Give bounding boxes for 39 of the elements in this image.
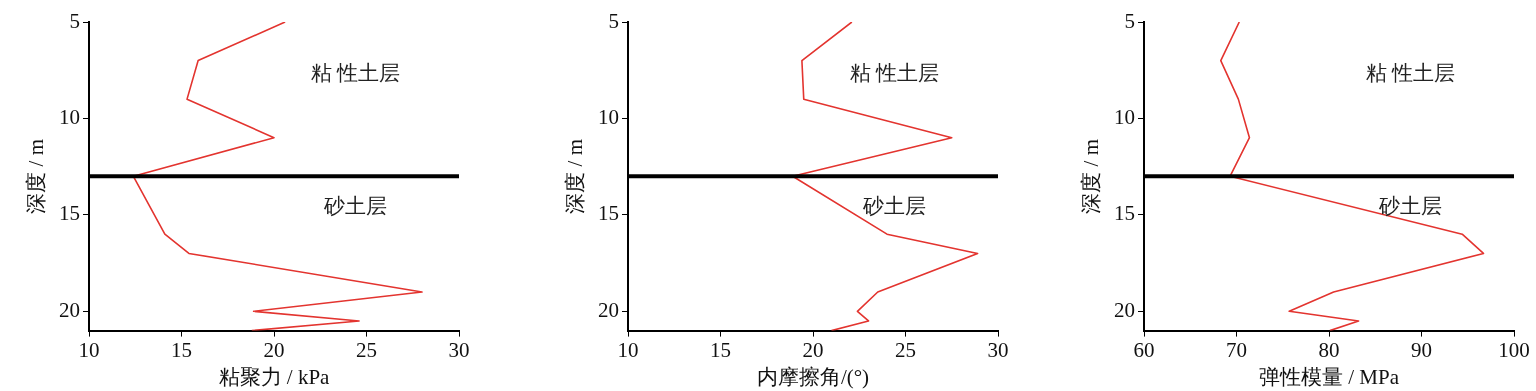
y-tick-label: 5 bbox=[608, 8, 619, 33]
x-tick-label: 70 bbox=[1226, 337, 1247, 362]
x-tick-label: 90 bbox=[1411, 337, 1432, 362]
y-tick-label: 15 bbox=[1114, 201, 1135, 226]
y-tick-label: 20 bbox=[59, 297, 80, 322]
y-tick-label: 20 bbox=[1114, 297, 1135, 322]
y-tick-label: 10 bbox=[59, 104, 80, 129]
y-tick-label: 5 bbox=[69, 8, 80, 33]
y-tick-label: 15 bbox=[598, 201, 619, 226]
y-tick-label: 10 bbox=[598, 104, 619, 129]
y-axis-title: 深度 / m bbox=[24, 138, 49, 214]
x-tick-label: 15 bbox=[710, 337, 731, 362]
x-axis-title: 粘聚力 / kPa bbox=[218, 364, 331, 389]
x-tick-label: 25 bbox=[895, 337, 916, 362]
x-tick-label: 25 bbox=[356, 337, 377, 362]
y-axis-title: 深度 / m bbox=[563, 138, 588, 214]
annotation: 砂土层 bbox=[1377, 193, 1442, 218]
y-tick-label: 10 bbox=[1114, 104, 1135, 129]
x-tick-label: 10 bbox=[78, 337, 100, 362]
x-tick-label: 30 bbox=[987, 337, 1009, 362]
x-tick-label: 20 bbox=[263, 337, 285, 362]
annotation: 粘 性土层 bbox=[1365, 60, 1456, 85]
annotation: 砂土层 bbox=[322, 193, 387, 218]
x-tick-label: 60 bbox=[1133, 337, 1155, 362]
x-tick-label: 80 bbox=[1318, 337, 1340, 362]
x-tick-label: 100 bbox=[1498, 337, 1530, 362]
y-axis-title: 深度 / m bbox=[1079, 138, 1104, 214]
x-axis-title: 弹性模量 / MPa bbox=[1258, 364, 1400, 389]
annotation: 粘 性土层 bbox=[849, 60, 940, 85]
y-tick-label: 20 bbox=[598, 297, 619, 322]
x-tick-label: 10 bbox=[617, 337, 639, 362]
x-axis-title: 内摩擦角/(°) bbox=[756, 364, 870, 389]
annotation: 砂土层 bbox=[861, 193, 926, 218]
y-tick-label: 15 bbox=[59, 201, 80, 226]
annotation: 粘 性土层 bbox=[310, 60, 401, 85]
x-tick-label: 30 bbox=[448, 337, 470, 362]
y-tick-label: 5 bbox=[1124, 8, 1135, 33]
x-tick-label: 20 bbox=[802, 337, 824, 362]
x-tick-label: 15 bbox=[171, 337, 192, 362]
